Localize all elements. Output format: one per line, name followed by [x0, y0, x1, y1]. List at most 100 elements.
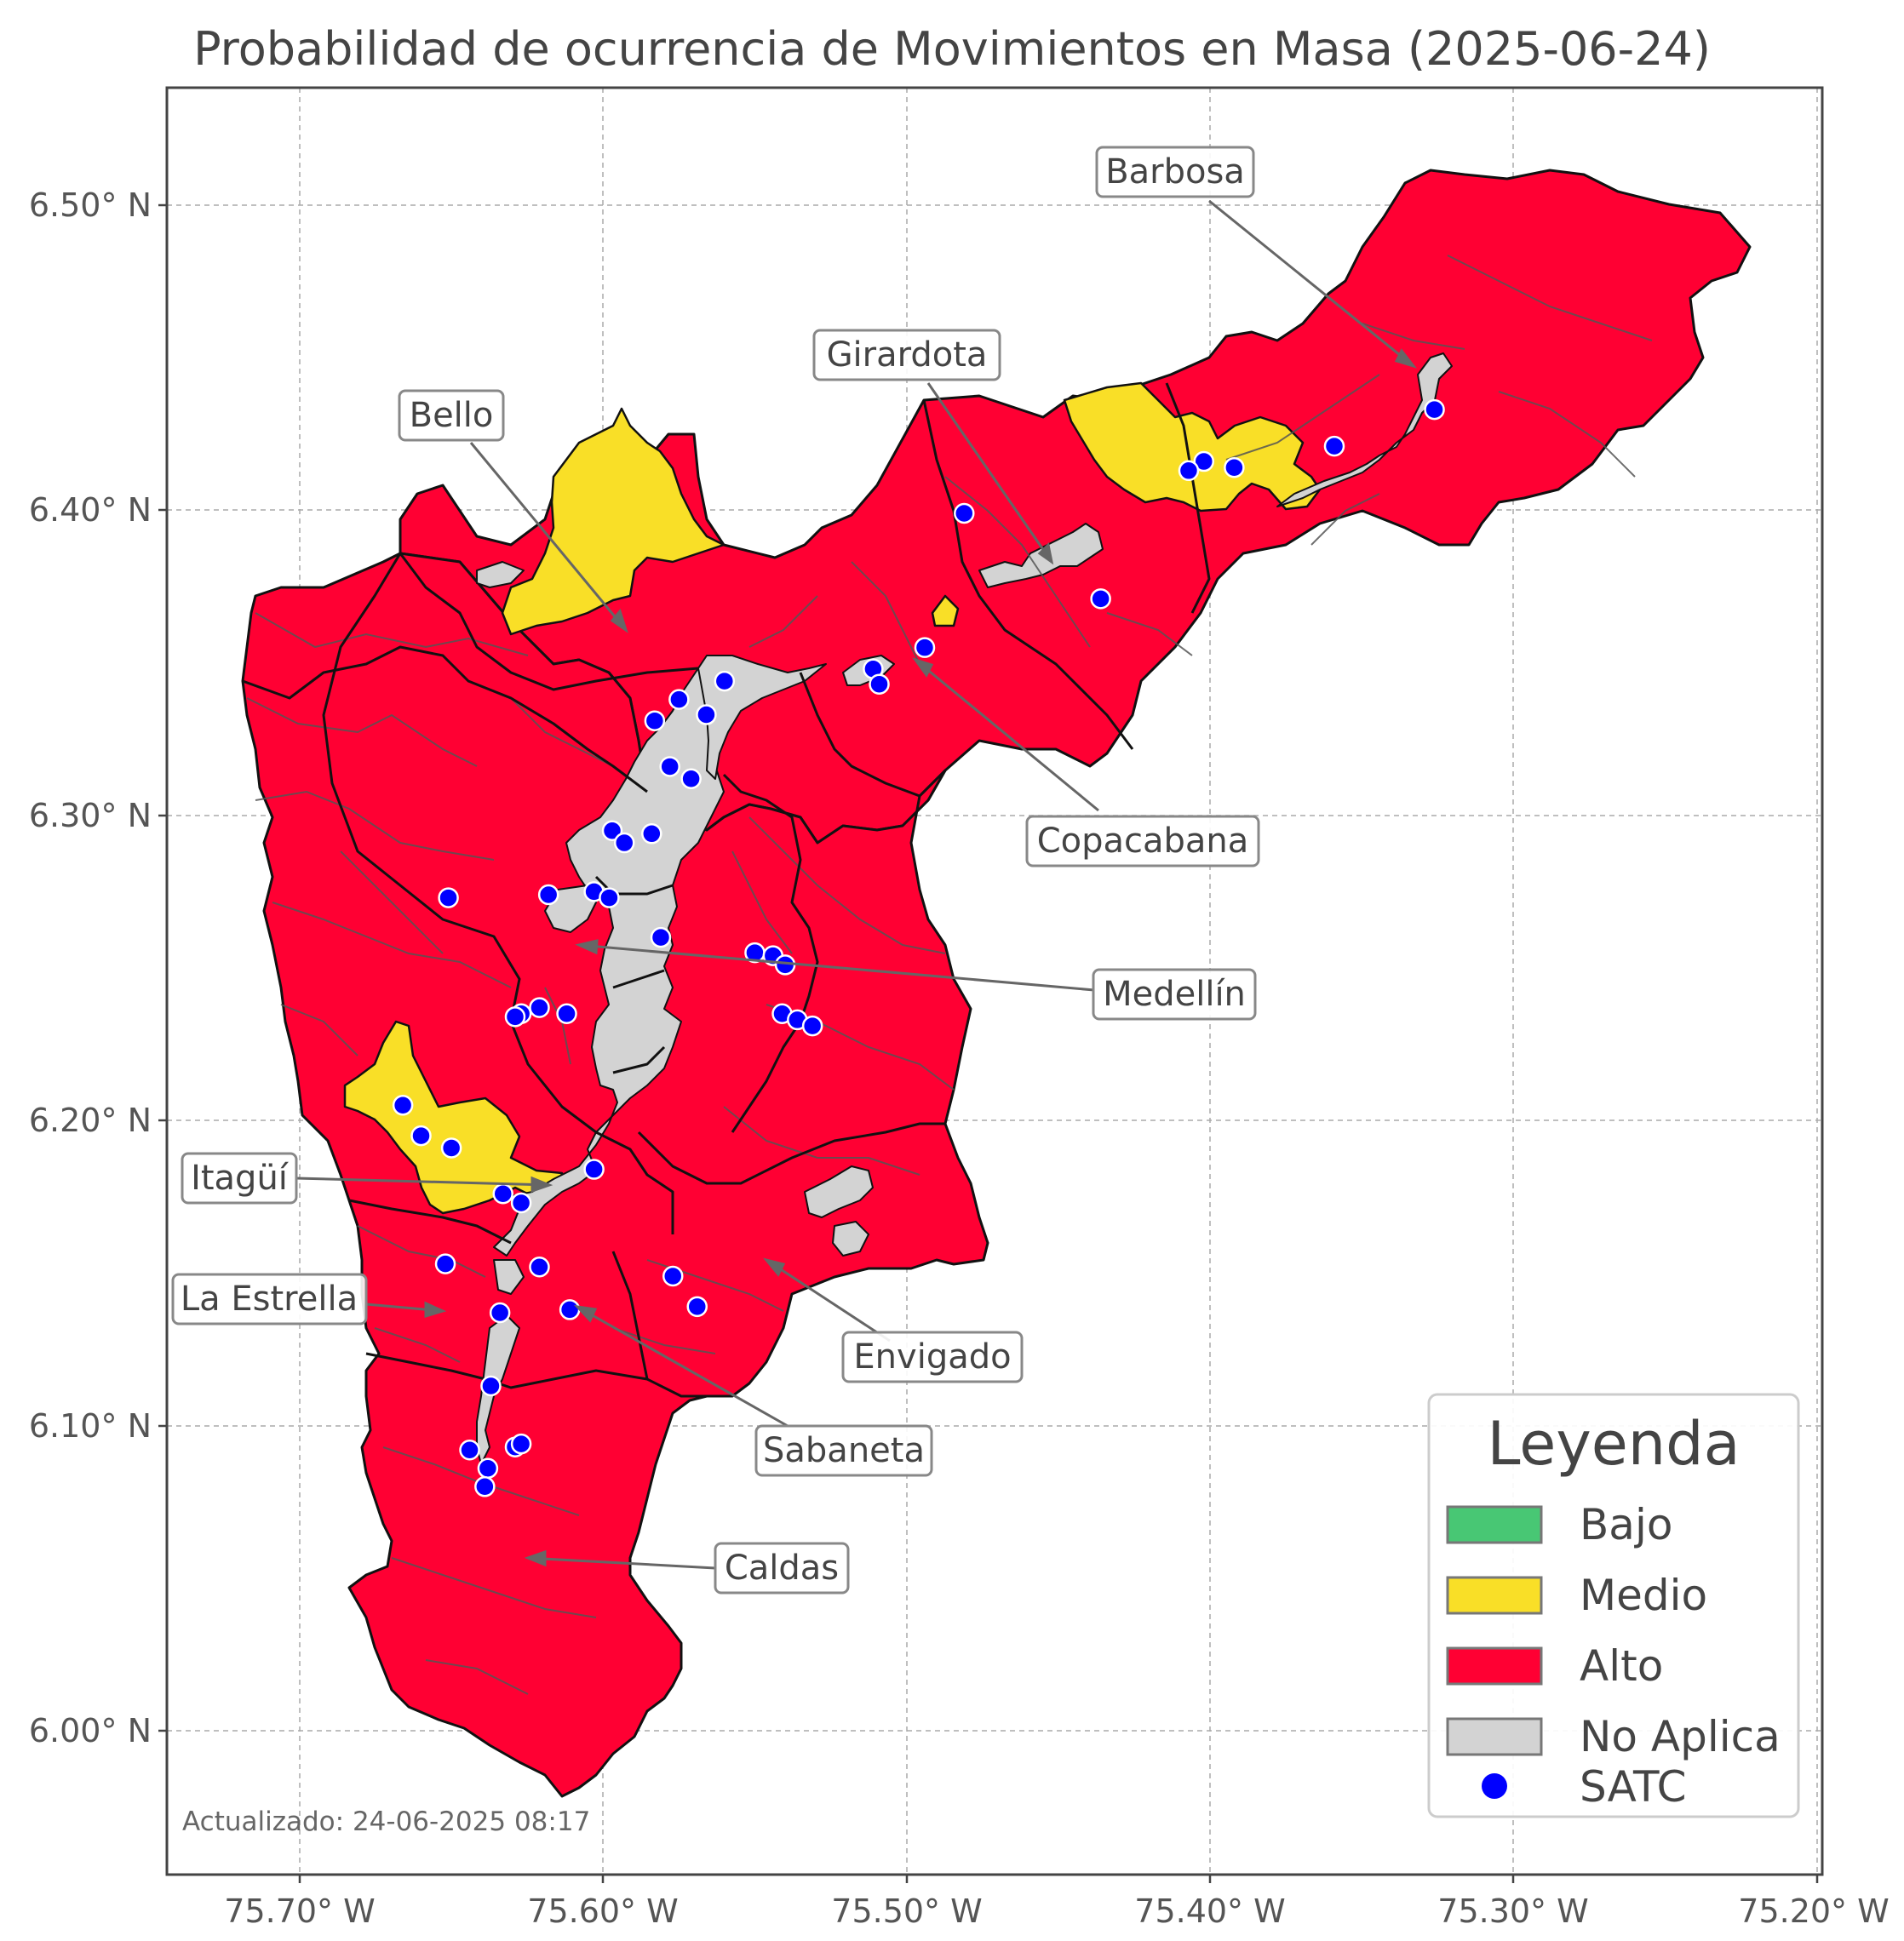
label-girardota: Girardota: [827, 335, 988, 375]
label-bello: Bello: [410, 396, 494, 435]
x-tick-label: 75.40° W: [1134, 1892, 1285, 1930]
legend-swatch-no-aplica: [1446, 1717, 1543, 1756]
map-title: Probabilidad de ocurrencia de Movimiento…: [193, 22, 1711, 76]
label-box-envigado: [841, 1331, 1024, 1383]
annotation-arrows: [295, 199, 1418, 1570]
satc-station: [510, 1192, 532, 1214]
satc-station: [696, 704, 717, 725]
boundary: [1310, 493, 1380, 546]
arrowhead-medellin: [575, 939, 599, 955]
label-barbosa: Barbosa: [1105, 152, 1245, 192]
boundary: [731, 850, 793, 954]
urban-envigado-east: [804, 1165, 874, 1218]
boundary: [851, 561, 920, 665]
boundary: [1498, 391, 1636, 478]
x-tick-label: 75.30° W: [1437, 1892, 1588, 1930]
internal-boundaries: [246, 255, 1653, 1695]
satc-station: [914, 637, 936, 658]
medio-regions: [343, 381, 1322, 1215]
boundary: [748, 595, 818, 648]
label-caldas: Caldas: [725, 1549, 839, 1588]
label-box-sabaneta: [754, 1424, 933, 1477]
boundary: [723, 1106, 920, 1176]
boundary: [357, 1225, 486, 1278]
satc-station: [680, 768, 702, 790]
satc-station: [489, 1302, 511, 1324]
legend-swatch-bajo: [1446, 1505, 1543, 1544]
satc-stations: [392, 398, 1445, 1497]
boundary: [340, 850, 444, 954]
boundary: [280, 1004, 358, 1056]
boundary: [425, 1659, 529, 1695]
satc-station: [1323, 435, 1345, 457]
arrow-bello: [469, 442, 628, 631]
boundary: [391, 1557, 597, 1618]
updated-timestamp: Actualizado: 24-06-2025 08:17: [182, 1806, 590, 1837]
boundary-bello-medellin: [242, 645, 648, 793]
satc-station: [410, 1125, 432, 1147]
satc-station: [641, 823, 662, 845]
label-box-la-estrella: [171, 1273, 368, 1325]
y-tick-label: 6.40° N: [29, 491, 152, 529]
medio-girardota: [1063, 381, 1322, 512]
arrow-envigado: [766, 1258, 891, 1343]
label-box-copacabana: [1025, 815, 1260, 867]
legend-box: [1427, 1393, 1800, 1818]
arrow-copacabana: [915, 658, 1099, 812]
x-tick-labels: 75.70° W 75.60° W 75.50° W 75.40° W 75.3…: [224, 1892, 1889, 1930]
label-envigado: Envigado: [853, 1337, 1011, 1377]
boundary-girardota: [922, 399, 1134, 750]
legend-swatch-medio: [1446, 1576, 1543, 1615]
boundary: [1362, 323, 1465, 350]
arrow-girardota: [926, 382, 1053, 563]
x-tick-label: 75.60° W: [527, 1892, 678, 1930]
satc-station: [659, 756, 680, 777]
arrow-sabaneta: [576, 1305, 789, 1428]
boundary: [255, 790, 495, 861]
arrow-caldas: [527, 1556, 716, 1570]
urban-la-estrella: [493, 1259, 525, 1295]
arrow-medellin: [578, 943, 1095, 992]
satc-station: [529, 1256, 550, 1278]
satc-station: [556, 1003, 577, 1025]
arrowhead-caldas: [524, 1549, 547, 1567]
satc-station: [1224, 456, 1245, 478]
boundary: [510, 697, 614, 767]
boundary: [612, 1327, 716, 1354]
boundary: [944, 476, 1091, 648]
satc-station: [459, 1440, 480, 1461]
y-tick-label: 6.00° N: [29, 1712, 152, 1749]
label-box-medellin: [1092, 968, 1257, 1021]
y-tick-label: 6.50° N: [29, 186, 152, 224]
satc-station: [801, 1015, 823, 1037]
satc-station: [599, 887, 620, 908]
satc-station: [613, 832, 635, 854]
label-itagui: Itagüí: [191, 1159, 290, 1198]
label-box-girardota: [812, 329, 1001, 381]
legend-label-bajo: Bajo: [1580, 1500, 1672, 1549]
y-tick-label: 6.20° N: [29, 1102, 152, 1139]
satc-station: [537, 884, 559, 906]
satc-station: [686, 1296, 708, 1318]
satc-station: [644, 710, 666, 731]
legend-label-satc: SATC: [1580, 1762, 1687, 1812]
boundary-envigado: [637, 1122, 945, 1185]
boundary-medellin-center: [322, 553, 597, 1134]
arrowhead-copacabana: [912, 657, 934, 678]
legend-label-alto: Alto: [1580, 1641, 1663, 1691]
satc-station: [504, 1006, 526, 1028]
satc-station: [438, 887, 459, 908]
arrowhead-la-estrella: [424, 1301, 447, 1319]
boundary: [748, 816, 946, 954]
satc-station: [529, 997, 550, 1018]
label-copacabana: Copacabana: [1037, 822, 1249, 861]
boundary-sabaneta: [611, 1251, 649, 1380]
urban-envigado-south: [832, 1221, 869, 1257]
satc-station: [510, 1433, 532, 1455]
boundary: [255, 612, 529, 656]
satc-station: [392, 1095, 414, 1116]
x-tick-label: 75.50° W: [831, 1892, 982, 1930]
satc-station: [1424, 398, 1445, 421]
